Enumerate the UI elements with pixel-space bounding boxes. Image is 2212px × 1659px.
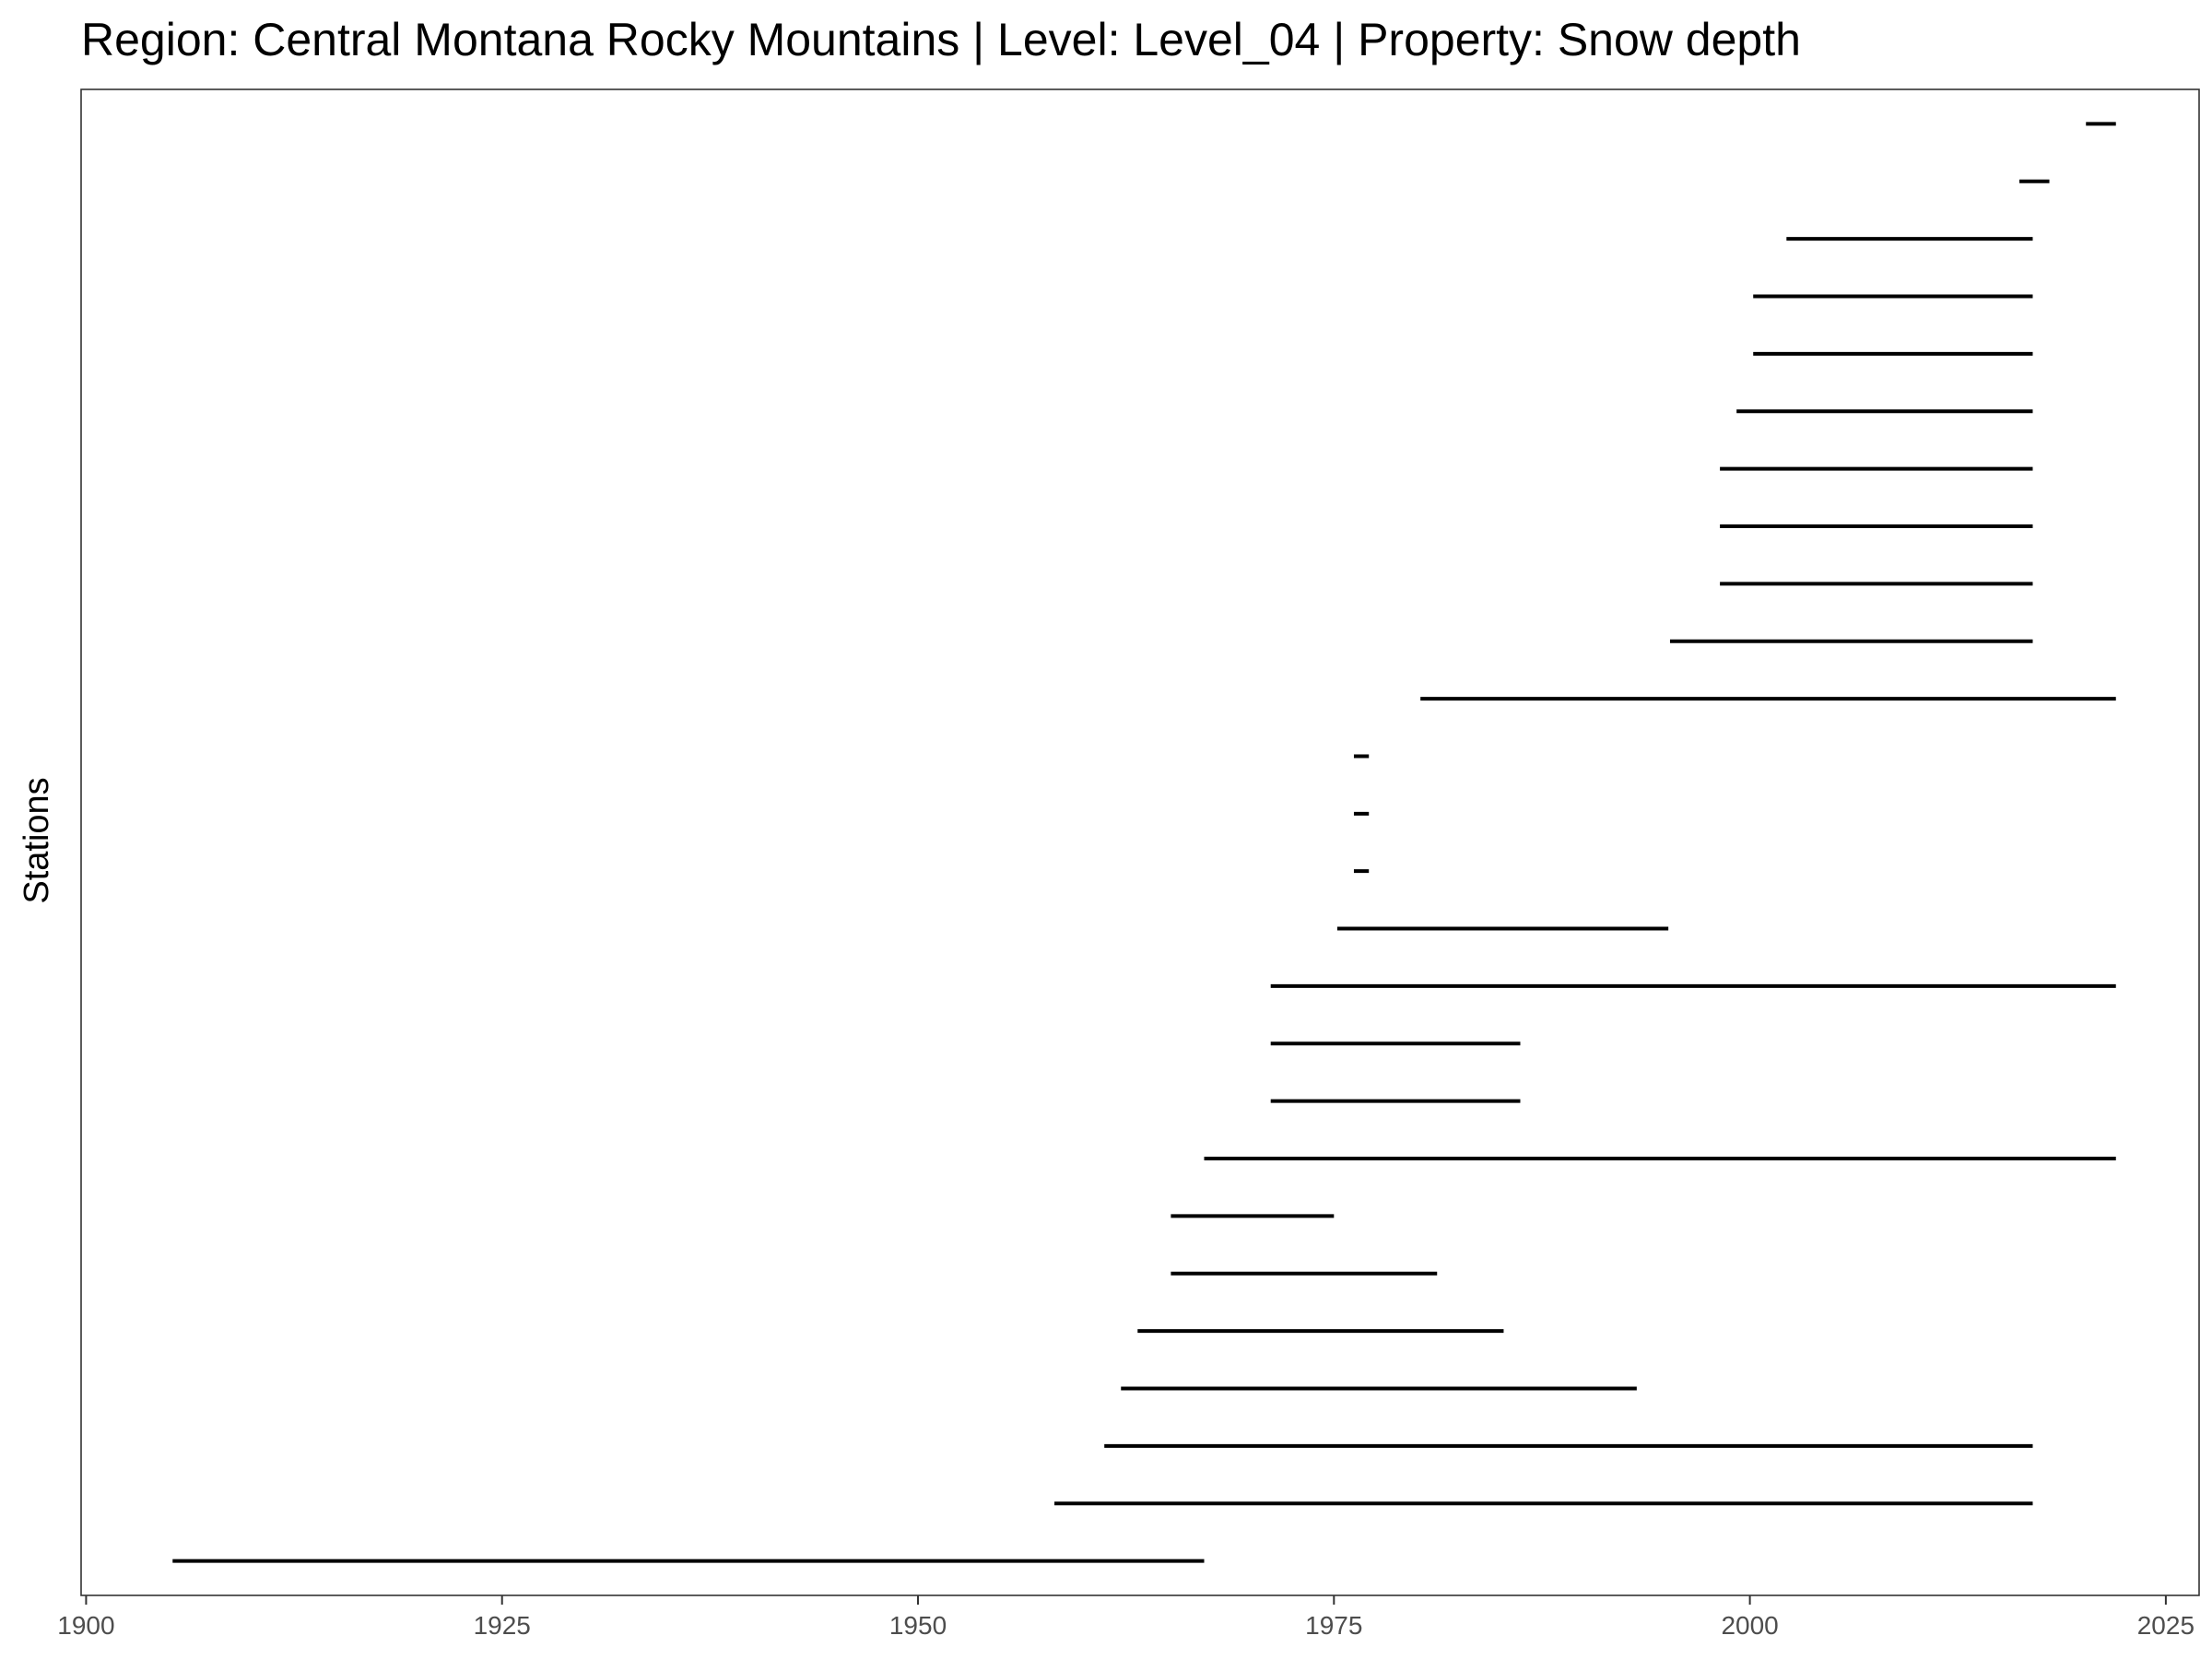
plot-panel bbox=[80, 88, 2200, 1596]
x-tick-label-1900: 1900 bbox=[57, 1611, 114, 1640]
x-tick-label-1925: 1925 bbox=[474, 1611, 531, 1640]
x-tick-label-2000: 2000 bbox=[1721, 1611, 1778, 1640]
x-tick-label-1950: 1950 bbox=[889, 1611, 947, 1640]
y-axis-label: Stations bbox=[18, 777, 56, 903]
x-axis-ticks: 1900 1925 1950 1975 2000 2025 bbox=[57, 1595, 2194, 1640]
station-segments bbox=[172, 122, 2116, 1563]
x-tick-label-1975: 1975 bbox=[1305, 1611, 1362, 1640]
chart-title: Region: Central Montana Rocky Mountains … bbox=[81, 14, 1801, 65]
x-tick-label-2025: 2025 bbox=[2137, 1611, 2194, 1640]
